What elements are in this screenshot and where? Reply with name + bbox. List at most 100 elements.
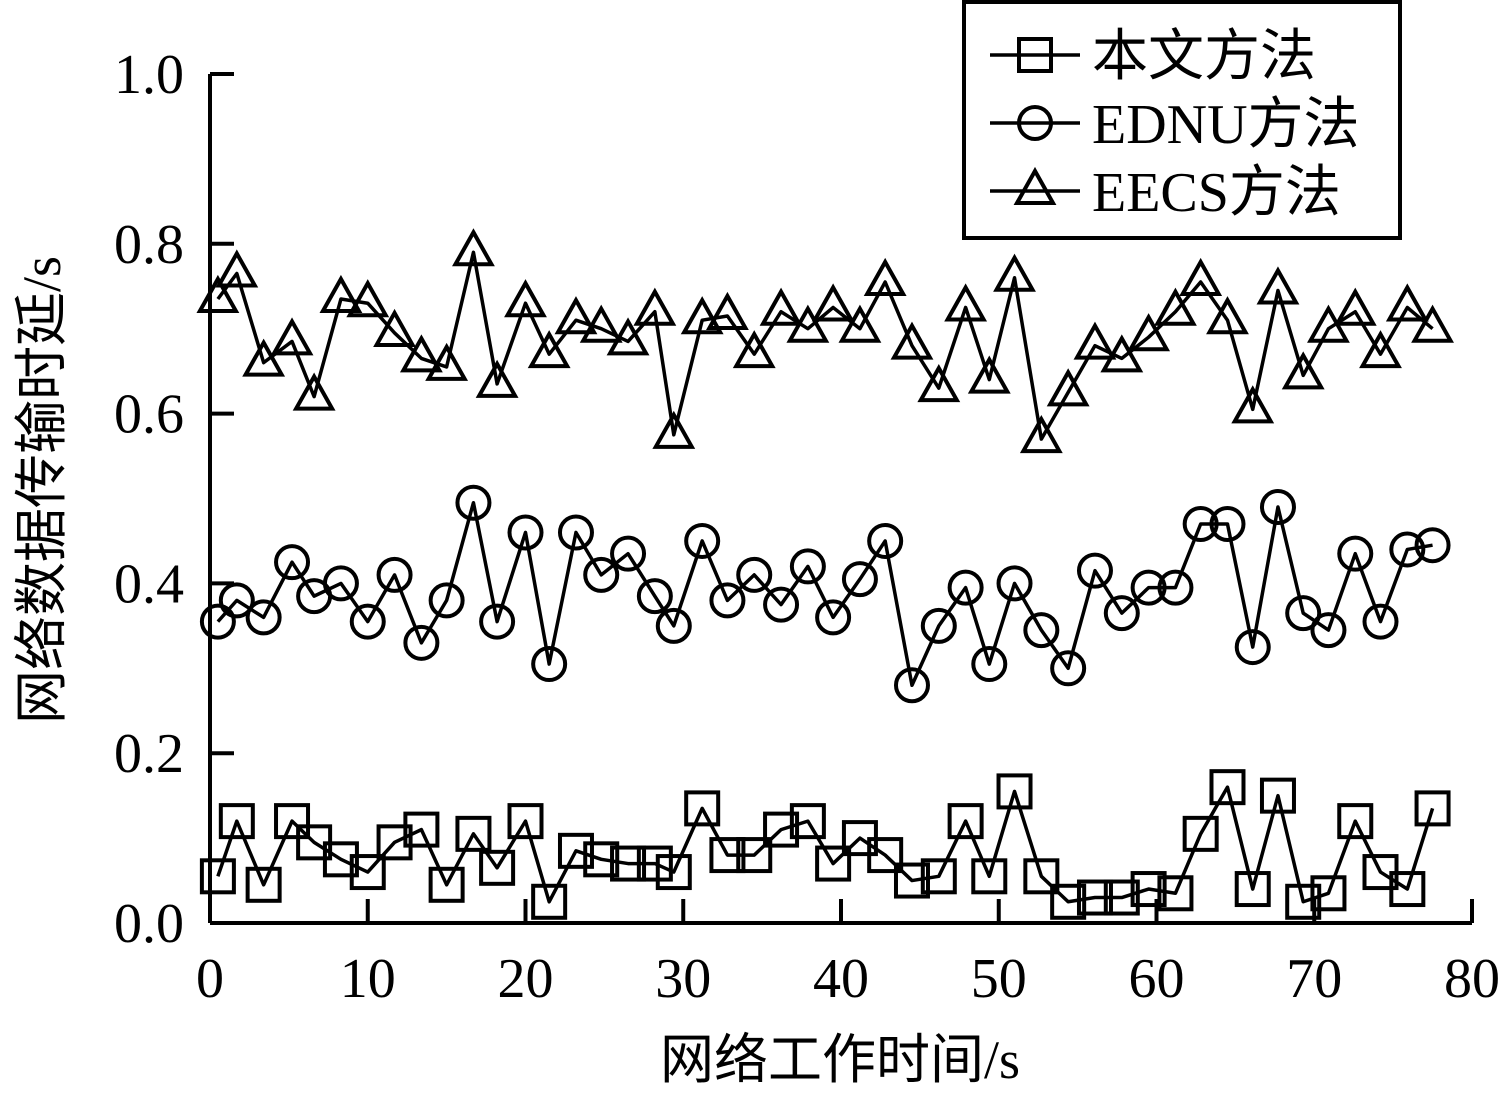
data-point bbox=[1023, 612, 1060, 649]
data-point bbox=[479, 603, 516, 640]
data-point bbox=[1182, 505, 1219, 542]
data-point bbox=[554, 296, 598, 335]
data-point bbox=[1209, 505, 1246, 542]
data-point bbox=[507, 803, 544, 840]
data-point bbox=[1209, 769, 1246, 806]
data-point bbox=[863, 257, 907, 297]
y-tick-label: 0.0 bbox=[114, 893, 184, 955]
data-point bbox=[455, 815, 492, 852]
series-square bbox=[199, 769, 1451, 920]
data-point bbox=[920, 607, 957, 644]
data-point bbox=[322, 841, 359, 878]
data-point bbox=[376, 824, 413, 861]
data-point bbox=[215, 249, 259, 288]
data-point bbox=[996, 773, 1033, 810]
data-point bbox=[199, 603, 236, 640]
data-point bbox=[346, 279, 390, 318]
data-point bbox=[709, 582, 746, 619]
legend-label: EECS方法 bbox=[1092, 162, 1341, 224]
data-point bbox=[947, 569, 984, 606]
data-point bbox=[322, 565, 359, 602]
data-point bbox=[1179, 257, 1223, 297]
data-point bbox=[789, 548, 826, 585]
data-point bbox=[507, 514, 544, 551]
data-point bbox=[452, 228, 495, 267]
data-point bbox=[1157, 569, 1194, 606]
data-point bbox=[706, 291, 749, 330]
data-point bbox=[583, 841, 620, 878]
data-point bbox=[655, 607, 692, 644]
data-point bbox=[403, 624, 440, 661]
data-point bbox=[1385, 283, 1429, 322]
data-point bbox=[1130, 569, 1167, 606]
data-point bbox=[1337, 803, 1374, 840]
x-axis-title: 网络工作时间/s bbox=[660, 1030, 1020, 1090]
data-point bbox=[732, 330, 776, 369]
data-point bbox=[736, 556, 773, 593]
data-point bbox=[841, 561, 878, 598]
legend-marker bbox=[1017, 37, 1053, 73]
data-point bbox=[789, 803, 826, 840]
data-point bbox=[610, 535, 647, 572]
data-point bbox=[1389, 531, 1426, 568]
x-tick-label: 40 bbox=[813, 948, 869, 1010]
data-point bbox=[349, 854, 386, 891]
data-point bbox=[736, 837, 773, 874]
data-point bbox=[1157, 875, 1194, 912]
data-point bbox=[218, 803, 255, 840]
y-tick-label: 1.0 bbox=[114, 44, 184, 106]
legend-marker bbox=[1017, 105, 1053, 141]
data-point bbox=[1256, 266, 1300, 305]
series-triangle bbox=[196, 228, 1454, 454]
data-point bbox=[811, 283, 855, 322]
axes: 0.0 0.2 0.4 0.6 0.8 1.0 0 10 20 30 40 50 60 70 80 bbox=[114, 44, 1500, 1010]
data-point bbox=[920, 858, 957, 895]
data-point bbox=[684, 522, 721, 559]
data-point bbox=[1023, 858, 1060, 895]
data-point bbox=[971, 858, 1008, 895]
data-point bbox=[709, 837, 746, 874]
data-point bbox=[579, 304, 623, 343]
data-point bbox=[475, 359, 519, 398]
data-point bbox=[428, 866, 465, 903]
data-point bbox=[1182, 815, 1219, 852]
data-point bbox=[403, 811, 440, 848]
data-point bbox=[815, 845, 852, 882]
data-point bbox=[1337, 535, 1374, 572]
data-point bbox=[944, 283, 988, 322]
x-tick-label: 30 bbox=[655, 948, 711, 1010]
data-point bbox=[455, 484, 492, 521]
data-point bbox=[1130, 871, 1167, 908]
data-point bbox=[199, 858, 236, 895]
data-point bbox=[1073, 321, 1117, 360]
data-point bbox=[680, 296, 724, 335]
data-point bbox=[867, 522, 904, 559]
data-point bbox=[1076, 879, 1113, 916]
data-point bbox=[349, 603, 386, 640]
data-point bbox=[763, 586, 800, 623]
x-tick-label: 70 bbox=[1286, 948, 1342, 1010]
data-point bbox=[652, 410, 696, 449]
data-point bbox=[917, 364, 961, 403]
data-point bbox=[1414, 790, 1451, 827]
data-point bbox=[373, 308, 416, 347]
x-tick-label: 20 bbox=[498, 948, 554, 1010]
series-line bbox=[216, 500, 1433, 688]
data-point bbox=[1103, 595, 1140, 632]
data-point bbox=[274, 803, 311, 840]
data-point bbox=[633, 287, 677, 326]
data-point bbox=[479, 849, 516, 886]
data-point bbox=[1411, 304, 1454, 343]
data-point bbox=[993, 253, 1036, 292]
series-circle bbox=[199, 484, 1451, 704]
data-point bbox=[1050, 883, 1087, 920]
data-point bbox=[242, 338, 286, 377]
data-point bbox=[815, 599, 852, 636]
data-point bbox=[786, 304, 830, 343]
x-tick-label: 60 bbox=[1129, 948, 1185, 1010]
data-point bbox=[947, 803, 984, 840]
data-point bbox=[557, 832, 594, 869]
